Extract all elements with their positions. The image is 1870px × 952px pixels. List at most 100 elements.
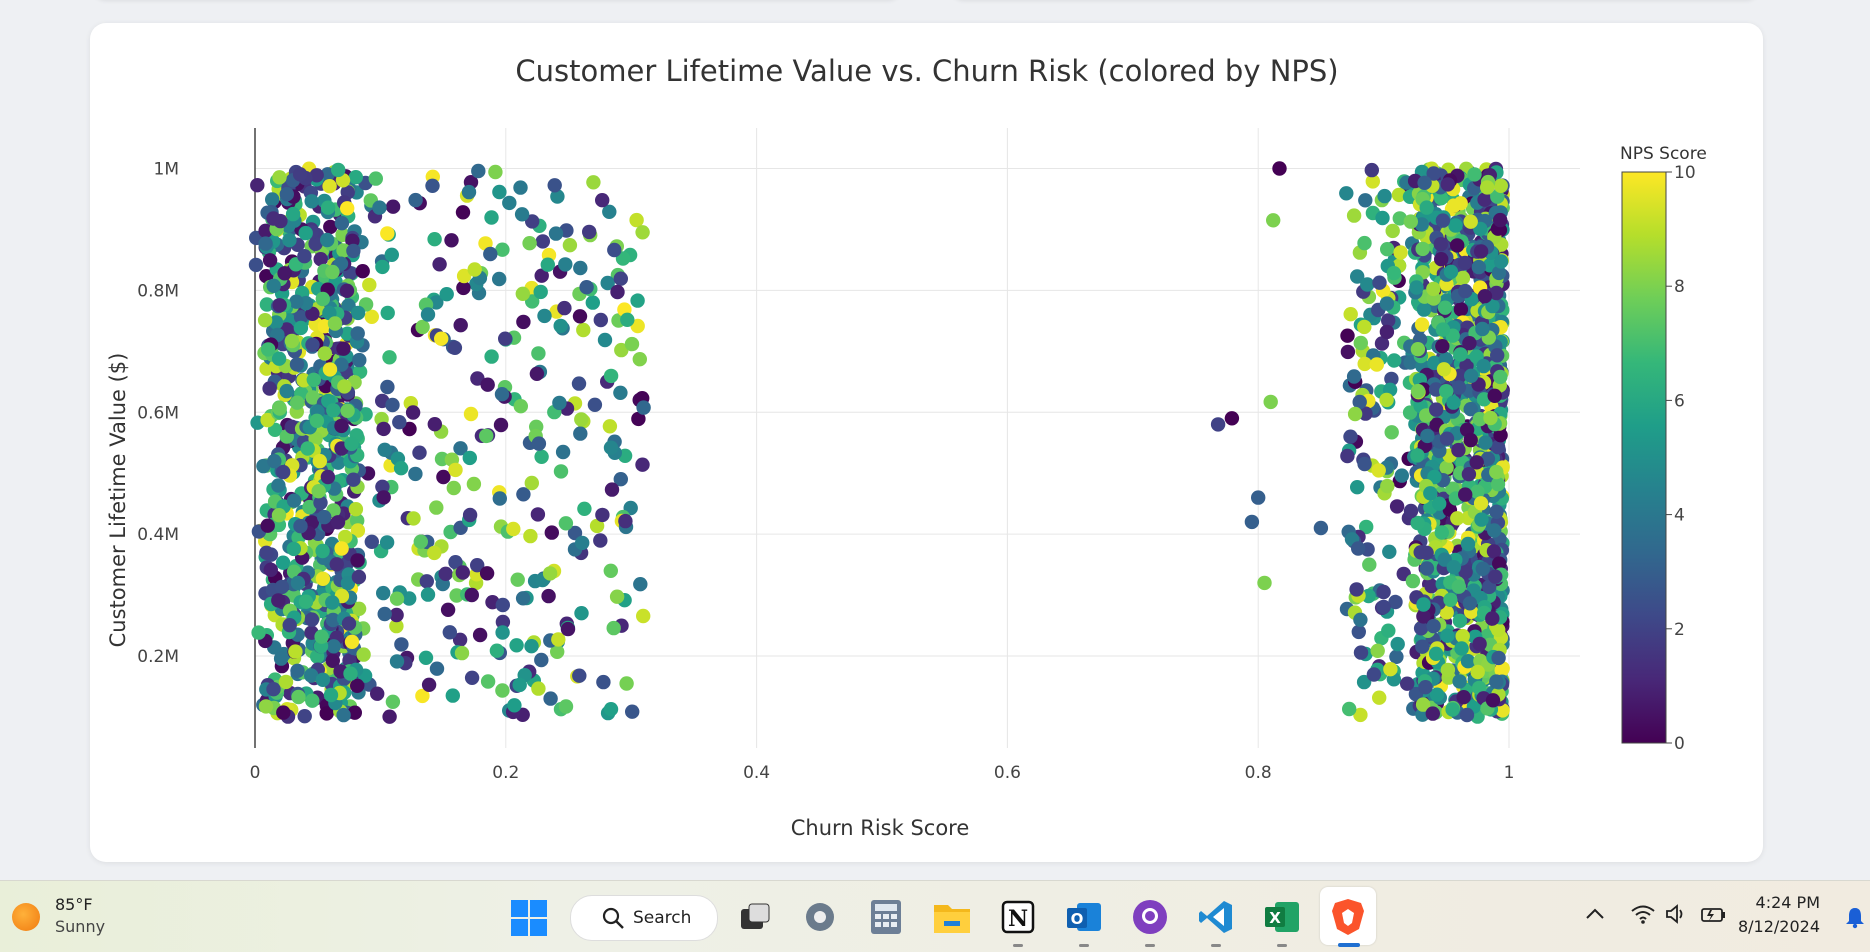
scatter-point xyxy=(1448,218,1463,233)
calculator-icon[interactable] xyxy=(866,897,906,937)
scatter-point xyxy=(311,484,326,499)
scatter-point xyxy=(1464,368,1479,383)
battery-icon[interactable] xyxy=(1700,903,1728,930)
scatter-point xyxy=(1455,628,1470,644)
data-points xyxy=(248,161,1510,724)
scatter-point xyxy=(306,372,321,387)
scatter-point xyxy=(1313,520,1329,536)
file-explorer-icon[interactable] xyxy=(932,897,972,937)
scatter-point xyxy=(537,308,552,324)
weather-description[interactable]: Sunny xyxy=(55,917,106,936)
github-desktop-icon[interactable] xyxy=(1130,897,1170,947)
scatter-point xyxy=(1415,697,1431,712)
scatter-point xyxy=(320,232,335,248)
clock-time[interactable]: 4:24 PM xyxy=(1755,893,1820,912)
scatter-point xyxy=(415,688,430,704)
scatter-point xyxy=(456,280,471,296)
scatter-point xyxy=(576,322,591,338)
scatter-point xyxy=(305,390,320,405)
scatter-point xyxy=(619,676,634,691)
scatter-point xyxy=(579,280,594,295)
brave-browser-icon[interactable] xyxy=(1328,897,1368,937)
windows-start-icon[interactable] xyxy=(510,899,548,937)
scatter-point xyxy=(1371,463,1386,478)
scatter-point xyxy=(344,634,360,649)
scatter-point xyxy=(1487,523,1502,538)
scatter-point xyxy=(259,545,274,560)
volume-icon[interactable] xyxy=(1664,903,1688,930)
scatter-point xyxy=(402,421,417,437)
scatter-point xyxy=(350,553,365,568)
scatter-point xyxy=(525,214,540,229)
scatter-point xyxy=(256,458,271,474)
outlook-icon[interactable]: O xyxy=(1064,897,1104,947)
chevron-up-icon[interactable] xyxy=(1584,903,1606,930)
scatter-point xyxy=(1410,383,1426,399)
weather-sun-icon[interactable] xyxy=(12,903,40,931)
scatter-point xyxy=(595,507,610,523)
scatter-point xyxy=(425,178,440,193)
settings-gear-icon[interactable] xyxy=(800,897,840,937)
scatter-point xyxy=(415,319,430,335)
scatter-point xyxy=(376,421,391,437)
scatter-point xyxy=(1244,514,1260,530)
y-tick-label: 1M xyxy=(154,160,179,180)
scatter-point xyxy=(412,445,427,460)
scatter-point xyxy=(1460,536,1476,552)
scatter-point xyxy=(1440,662,1456,678)
scatter-point xyxy=(282,233,297,248)
taskbar-search-box[interactable]: Search xyxy=(570,895,718,941)
scatter-point xyxy=(320,200,336,215)
scatter-point xyxy=(290,395,305,410)
scatter-point xyxy=(530,507,546,522)
scatter-point xyxy=(1462,596,1478,611)
scatter-point xyxy=(541,588,556,604)
scatter-point xyxy=(1426,281,1441,297)
notification-bell-icon[interactable] xyxy=(1844,905,1866,933)
scatter-point xyxy=(1369,357,1385,372)
scatter-point xyxy=(1426,166,1441,181)
scatter-point xyxy=(1392,211,1408,226)
scatter-point xyxy=(480,377,495,392)
excel-icon[interactable]: X xyxy=(1262,897,1302,947)
wifi-icon[interactable] xyxy=(1630,903,1656,930)
scatter-point xyxy=(1429,687,1445,702)
scatter-point xyxy=(1461,467,1477,482)
scatter-point xyxy=(515,591,531,606)
scatter-point xyxy=(445,688,460,703)
scatter-point xyxy=(464,587,479,603)
scatter-point xyxy=(484,349,499,364)
task-view-icon[interactable] xyxy=(735,897,775,937)
scatter-point xyxy=(1457,255,1473,271)
scatter-point xyxy=(1353,645,1369,660)
scatter-point xyxy=(1458,487,1473,502)
scatter-point xyxy=(1489,285,1504,301)
scatter-point xyxy=(266,278,281,293)
scatter-point xyxy=(336,341,351,356)
scatter-point xyxy=(385,397,400,413)
scatter-point xyxy=(1435,339,1450,354)
scatter-point xyxy=(544,525,559,540)
scatter-point xyxy=(436,469,451,485)
scatter-point xyxy=(471,163,486,179)
weather-temperature[interactable]: 85°F xyxy=(55,895,93,914)
clock-date[interactable]: 8/12/2024 xyxy=(1737,917,1820,936)
scatter-point xyxy=(271,593,286,608)
scatter-point xyxy=(292,167,308,182)
scatter-point xyxy=(489,643,505,658)
vscode-icon[interactable] xyxy=(1196,897,1236,947)
scatter-point xyxy=(455,565,470,580)
scatter-point xyxy=(531,681,546,696)
notion-icon[interactable]: N xyxy=(998,897,1038,947)
scatter-point xyxy=(293,320,309,336)
scatter-point xyxy=(350,523,366,538)
scatter-point xyxy=(313,252,328,267)
scatter-point xyxy=(1443,264,1459,279)
scatter-point xyxy=(331,162,346,178)
scatter-point xyxy=(279,187,294,202)
scatter-point xyxy=(1389,649,1404,664)
scatter-point xyxy=(248,257,264,273)
scatter-point xyxy=(298,225,313,241)
scatter-point xyxy=(495,683,510,698)
scatter-point xyxy=(308,431,323,447)
